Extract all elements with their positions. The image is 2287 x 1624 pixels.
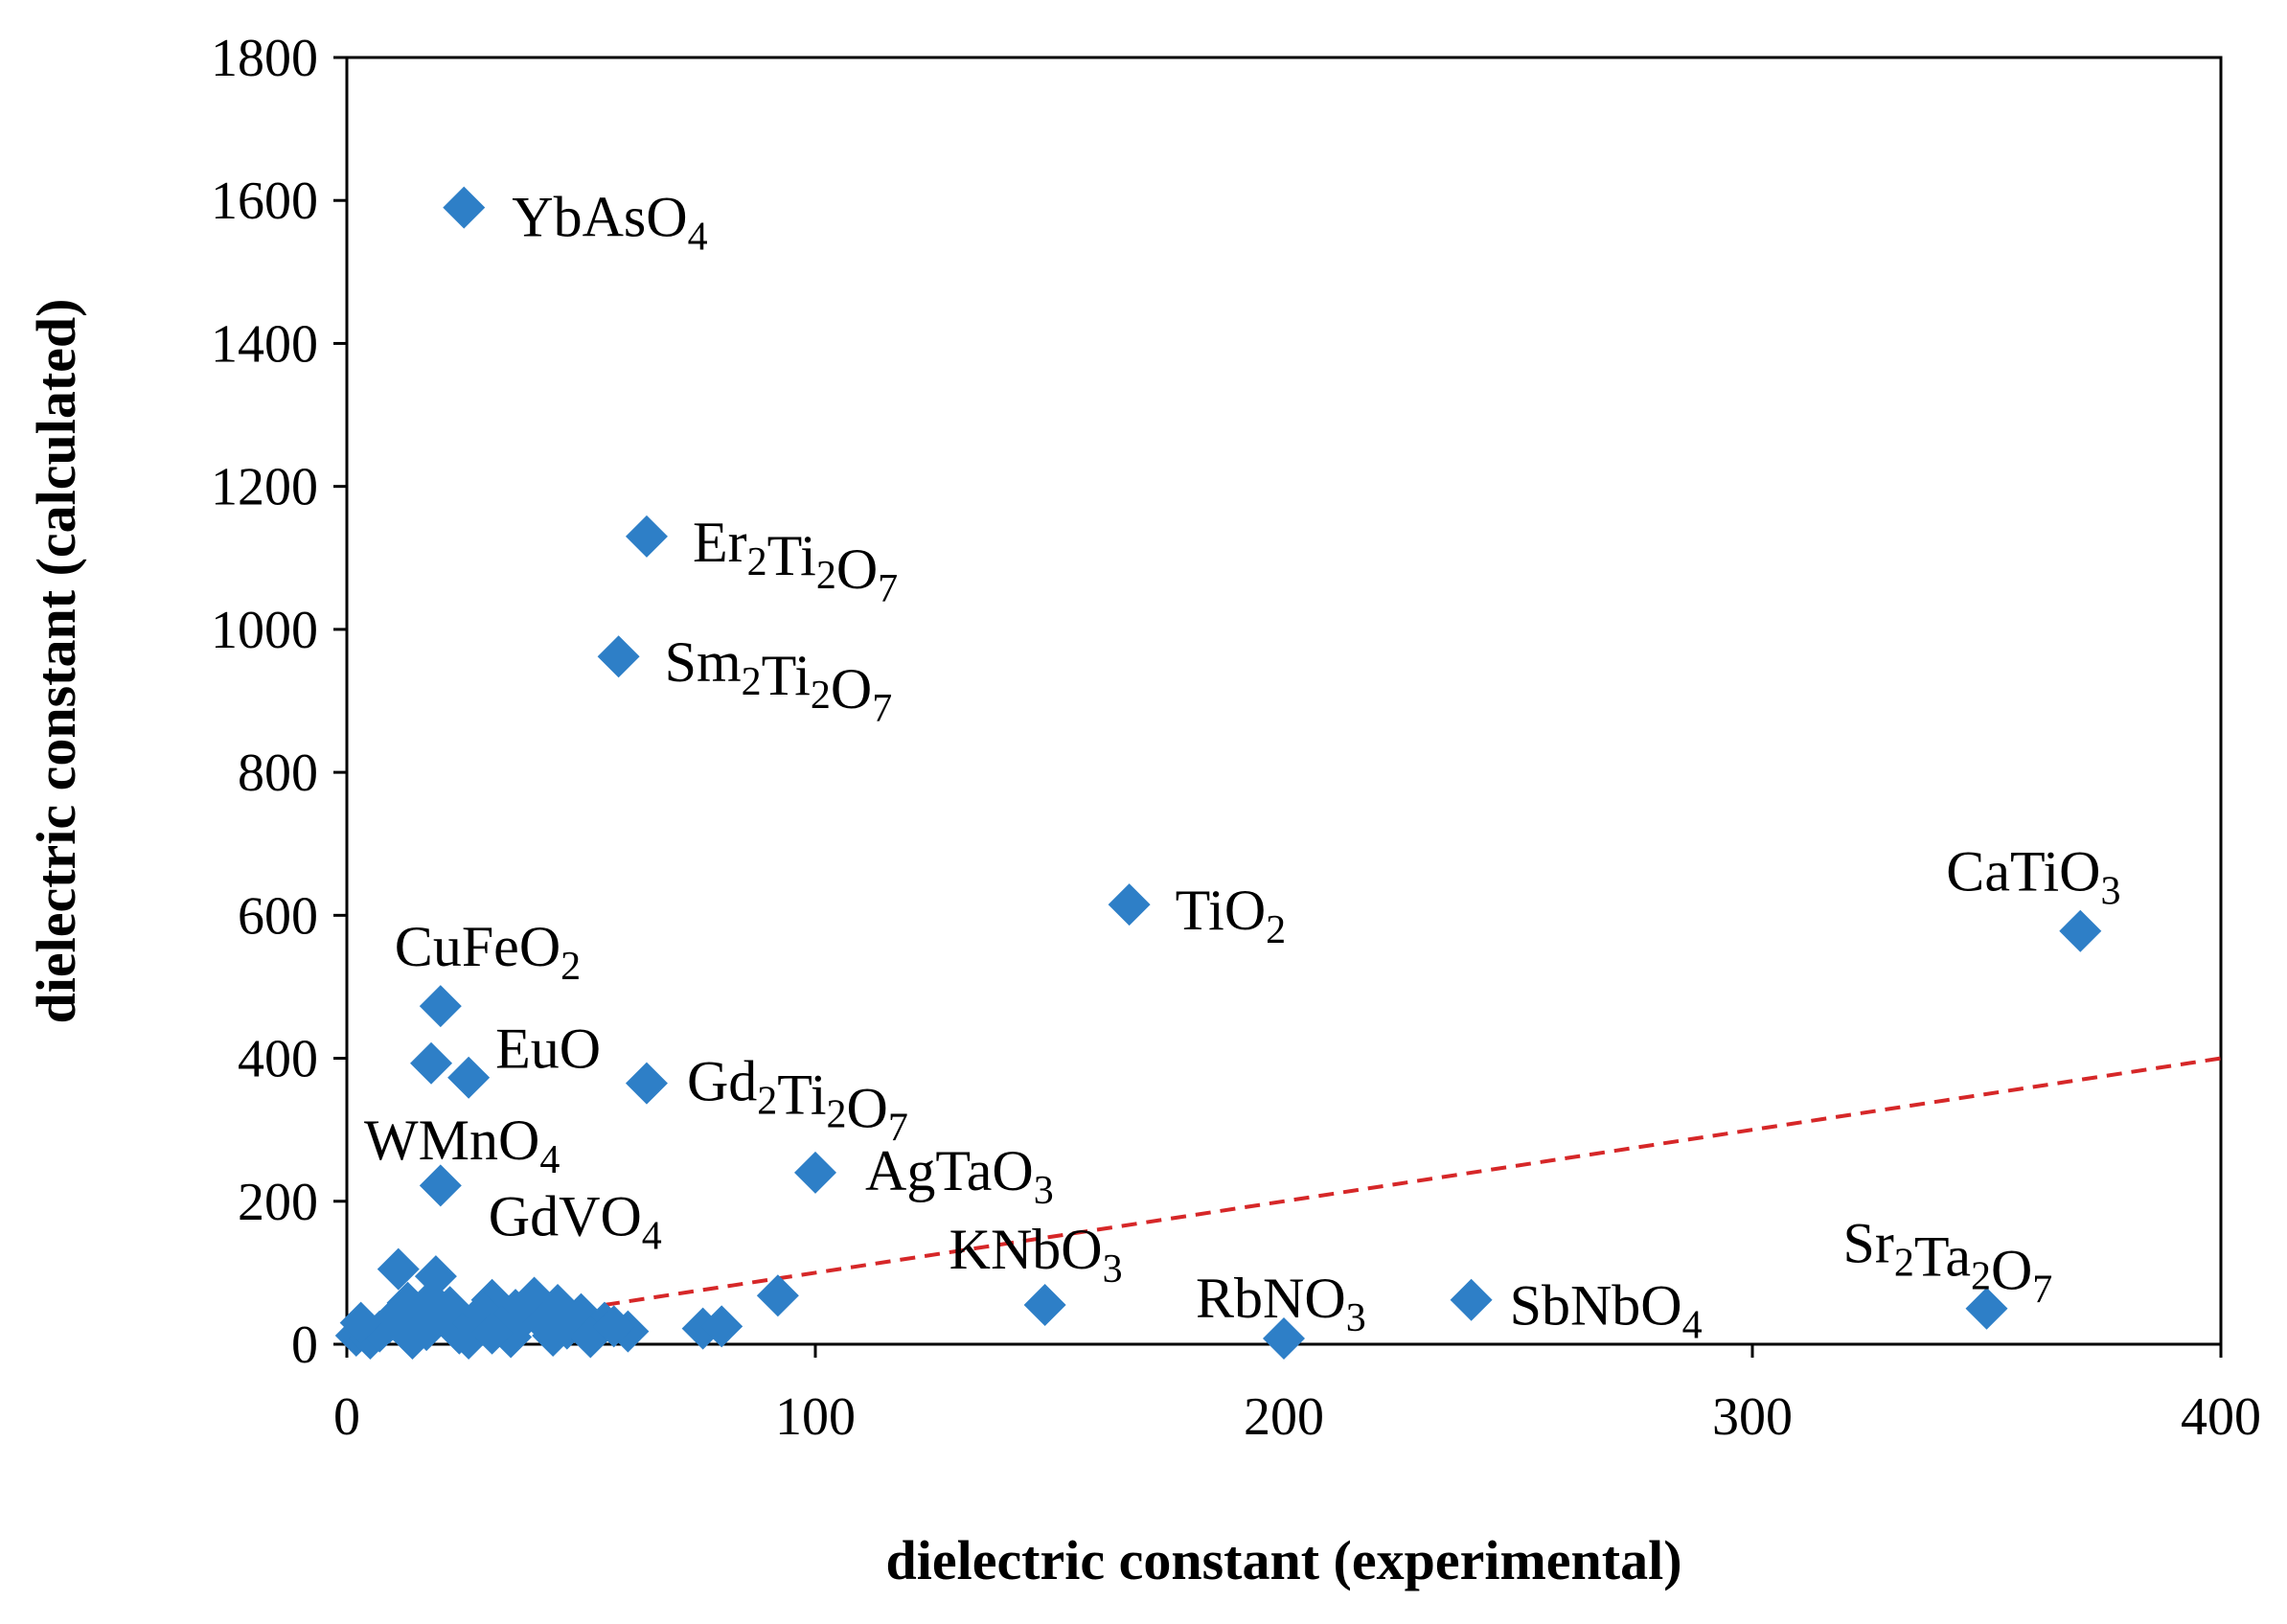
point-label: CaTiO3 [1946,840,2120,914]
y-tick-label: 1600 [211,172,318,231]
y-tick-label: 200 [238,1173,318,1232]
data-point [470,1312,514,1355]
data-point [756,1274,799,1317]
x-tick-label: 0 [333,1387,360,1447]
plot-frame [345,56,2223,1346]
x-tick-label: 100 [775,1387,856,1447]
data-point-labeled [443,186,486,229]
data-point-labeled [625,1062,668,1105]
y-tick-label: 600 [238,886,318,946]
data-point [532,1315,575,1358]
y-tick-label: 800 [238,743,318,803]
y-tick-label: 1200 [211,458,318,517]
y-tick-label: 400 [238,1030,318,1089]
data-point-labeled [2059,909,2102,952]
point-labels-layer: YbAsO4 Er2Ti2O7 Sm2Ti2O7 TiO2 CaTiO3 CuFeO2 Eu… [364,186,2120,1348]
point-label: GdVO4 [489,1184,662,1258]
data-point [377,1247,420,1291]
data-point-labeled [447,1056,491,1099]
data-point-labeled [597,635,640,678]
data-point-labeled [419,985,462,1028]
data-point [700,1305,743,1348]
plot-border [345,56,2223,1346]
x-tick-label: 300 [1712,1387,1793,1447]
y-axis-ticks: 0 200 400 600 800 1000 1200 1400 1600 1800 [211,29,347,1375]
y-axis-title: dielectric constant (calculated) [25,298,87,1023]
data-point-labeled [1023,1283,1066,1326]
x-tick-label: 200 [1244,1387,1324,1447]
y-tick-label: 1400 [211,314,318,374]
data-point-labeled [1108,883,1151,926]
data-point [592,1305,635,1348]
point-label: WMnO4 [364,1109,560,1182]
data-point-labeled [1263,1317,1305,1361]
data-point [391,1317,434,1361]
point-label: Sm2Ti2O7 [665,630,893,731]
data-point-labeled [625,515,668,558]
x-tick-label: 400 [2181,1387,2261,1447]
points-layer [334,186,2102,1361]
data-point-labeled [1450,1278,1493,1321]
point-label: Sr2Ta2O7 [1843,1212,2053,1313]
point-label: Er2Ti2O7 [693,511,898,611]
data-point [339,1301,382,1344]
point-label: Gd2Ti2O7 [687,1050,908,1151]
point-label: CuFeO2 [395,915,581,989]
x-axis-title: dielectric constant (experimental) [885,1529,1681,1591]
data-point-labeled [794,1151,836,1194]
data-point-labeled [419,1164,462,1207]
point-label: EuO [495,1018,601,1081]
data-point-labeled [410,1041,453,1085]
point-label: TiO2 [1176,879,1287,952]
data-point [410,1278,453,1321]
y-tick-label: 1800 [211,29,318,88]
y-tick-label: 0 [291,1315,318,1375]
point-label: KNbO3 [949,1218,1123,1292]
point-label: YbAsO4 [512,186,707,260]
point-label: SbNbO4 [1510,1274,1703,1348]
x-axis-ticks: 0 100 200 300 400 [333,1344,2261,1447]
point-label: RbNO3 [1196,1267,1366,1340]
y-tick-label: 1000 [211,601,318,660]
point-label: AgTaO3 [865,1139,1054,1213]
data-point-labeled [1965,1287,2008,1330]
